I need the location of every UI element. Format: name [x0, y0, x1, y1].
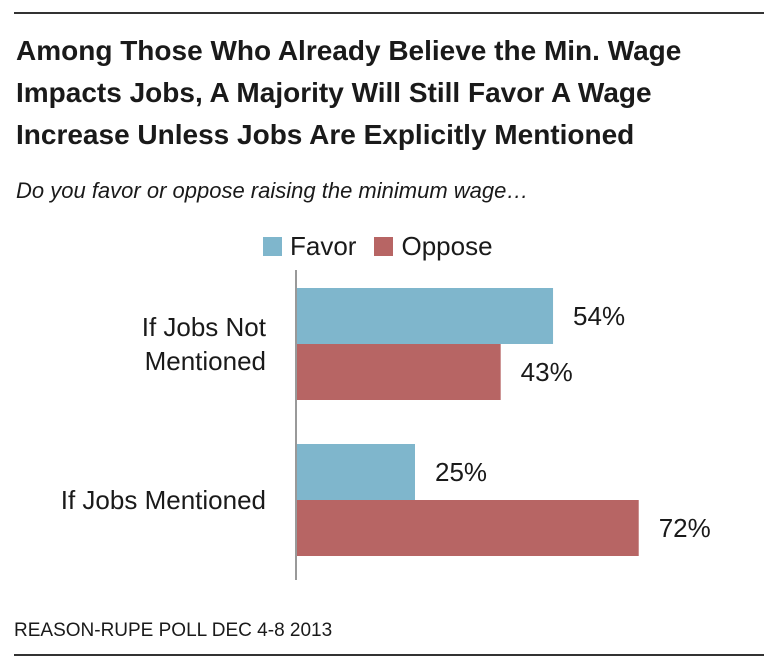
legend: Favor Oppose: [263, 230, 511, 262]
bar-chart: 54%43% If Jobs Not Mentioned 25% 72% If Jobs …: [61, 270, 711, 580]
title-line: Among Those Who Already Believe the Min.…: [16, 35, 682, 66]
chart-title: Among Those Who Already Believe the Min.…: [16, 30, 746, 156]
bar-oppose: [296, 500, 639, 556]
legend-item-oppose: Oppose: [374, 230, 493, 262]
bar-favor: [296, 288, 554, 344]
legend-label-favor: Favor: [290, 230, 357, 261]
category-label: Mentioned: [145, 346, 266, 376]
bottom-rule: [14, 654, 764, 656]
data-label: 54%: [573, 301, 625, 331]
legend-swatch-favor: [263, 236, 282, 256]
bar-oppose: [296, 344, 501, 400]
data-label: 25%: [435, 457, 487, 487]
title-line: Impacts Jobs, A Majority Will Still Favo…: [16, 77, 652, 108]
category-label: If Jobs Not: [142, 312, 267, 342]
data-label: 72%: [659, 513, 711, 543]
top-rule: [14, 12, 764, 14]
chart-subtitle: Do you favor or oppose raising the minim…: [16, 178, 529, 203]
title-line: Increase Unless Jobs Are Explicitly Ment…: [16, 119, 635, 150]
data-label: 43%: [521, 357, 573, 387]
legend-item-favor: Favor: [263, 231, 356, 262]
bar-favor: [296, 444, 415, 500]
legend-label-oppose: Oppose: [401, 230, 493, 261]
legend-swatch-oppose: [374, 236, 394, 256]
source-note: REASON-RUPE POLL DEC 4-8 2013: [14, 620, 333, 641]
category-label: If Jobs Mentioned: [61, 485, 266, 515]
